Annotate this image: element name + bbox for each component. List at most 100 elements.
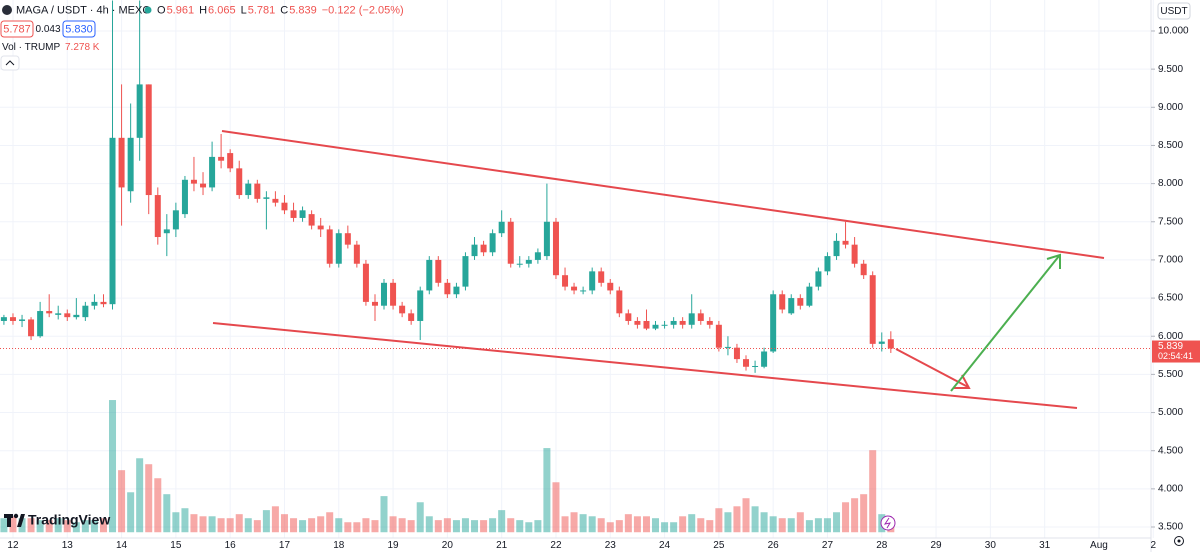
candle-body [181, 179, 188, 215]
candle-body [344, 233, 351, 245]
candle-body [371, 301, 378, 306]
volume-bar [407, 520, 415, 533]
settings-icon[interactable] [1174, 536, 1184, 546]
volume-bar [796, 512, 804, 533]
volume-bar [842, 502, 850, 533]
logo-stem [7, 514, 11, 527]
volume-bar [570, 512, 578, 533]
candle-body [326, 229, 333, 264]
volume-bar [624, 514, 632, 533]
logo-slash [17, 514, 25, 527]
candle-body [878, 341, 885, 344]
candle-body [91, 301, 98, 306]
candle-body [733, 347, 740, 360]
brand-name: TradingView [28, 512, 110, 528]
buy-price[interactable]: 5.830 [65, 23, 93, 35]
x-tick-label: Aug [1090, 540, 1108, 551]
candle-body [408, 313, 415, 321]
volume-bar [588, 516, 596, 533]
collapse-button[interactable] [0, 55, 20, 71]
ohlc-value: 5.781 [248, 4, 276, 16]
candle-body [571, 286, 578, 291]
volume-bar [81, 520, 89, 533]
candle-body [227, 153, 234, 169]
y-tick-label: 4.000 [1158, 483, 1183, 494]
volume-bar [706, 520, 714, 533]
candle-body [752, 365, 759, 367]
volume-bar [814, 518, 822, 533]
candle-body [616, 290, 623, 314]
symbol[interactable]: MAGA / USDT · 4h · MEXC [16, 4, 150, 16]
candle-body [670, 320, 677, 325]
candle-body [706, 320, 713, 325]
volume-bar [18, 518, 26, 533]
candle-body [634, 320, 641, 325]
volume-bar [416, 502, 424, 533]
sell-price[interactable]: 5.787 [3, 23, 31, 35]
ohlc-value: 6.065 [208, 4, 236, 16]
volume-bar [199, 516, 207, 533]
volume-bar [362, 518, 370, 533]
x-tick-label: 20 [442, 540, 454, 551]
logo-dot [13, 513, 19, 519]
candle-body [797, 298, 804, 306]
volume-bar [99, 518, 107, 533]
candle-body [525, 259, 532, 264]
volume-bar [452, 520, 460, 533]
candle-body [462, 256, 469, 287]
candle-body [643, 320, 650, 329]
candle-body [353, 244, 360, 264]
candle-body [679, 320, 686, 325]
x-tick-label: 18 [333, 540, 345, 551]
volume-bar [679, 516, 687, 533]
candle-body [163, 229, 170, 234]
volume-name: Vol · TRUMP [2, 42, 60, 53]
events-bolt[interactable] [883, 517, 892, 529]
y-tick-label: 7.000 [1158, 255, 1183, 266]
candle-body [453, 286, 460, 295]
candle-body [471, 244, 478, 257]
candle-body [200, 183, 207, 188]
volume-bar [280, 514, 288, 533]
arrow-down-head [954, 374, 971, 389]
candle-body [869, 275, 876, 344]
currency[interactable]: USDT [1160, 6, 1187, 17]
volume-bar [480, 520, 488, 533]
candle-body [362, 263, 369, 302]
volume-bar [715, 508, 723, 533]
volume-bar [552, 482, 560, 533]
y-tick-label: 9.000 [1158, 102, 1183, 113]
arrow-up-head [1046, 253, 1061, 269]
currency-box[interactable] [1157, 2, 1191, 20]
countdown: 02:54:41 [1158, 351, 1193, 361]
x-tick-label: 13 [62, 540, 74, 551]
settings-core[interactable] [1177, 539, 1181, 543]
channel-upper [221, 130, 1105, 259]
candle-body [82, 305, 89, 318]
candle-body [652, 324, 659, 329]
volume-bar [253, 520, 261, 533]
volume-bar [398, 518, 406, 533]
candle-body [743, 359, 750, 367]
last-price-box [1152, 340, 1200, 363]
volume-bar [642, 516, 650, 533]
market-status [144, 6, 152, 14]
volume-bar [262, 510, 270, 533]
x-tick-label: 29 [930, 540, 942, 551]
candle-body [589, 271, 596, 291]
volume-value: 7.278 K [65, 42, 100, 53]
candle-body [209, 156, 216, 188]
volume-bar [498, 510, 506, 533]
candle-body [28, 319, 35, 337]
x-tick-label: 19 [388, 540, 400, 551]
buy-box[interactable] [62, 20, 96, 38]
candle-body [887, 339, 894, 349]
collapse-icon[interactable] [5, 60, 15, 66]
volume-bar [208, 516, 216, 533]
volume-bar [670, 522, 678, 533]
volume-bar [226, 518, 234, 533]
grid-layer [0, 0, 1154, 538]
candle-body [833, 240, 840, 257]
sell-box[interactable] [0, 20, 34, 38]
